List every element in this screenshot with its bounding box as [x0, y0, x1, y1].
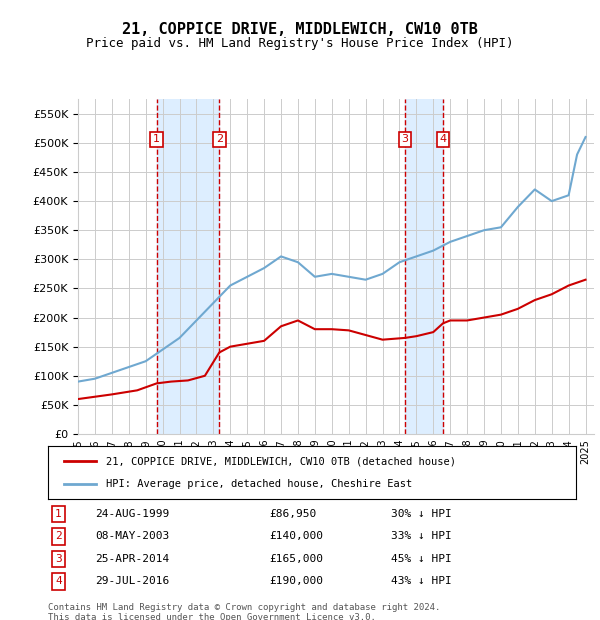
Text: 33% ↓ HPI: 33% ↓ HPI: [391, 531, 452, 541]
Text: This data is licensed under the Open Government Licence v3.0.: This data is licensed under the Open Gov…: [48, 613, 376, 620]
Text: 43% ↓ HPI: 43% ↓ HPI: [391, 577, 452, 587]
Text: 4: 4: [439, 135, 446, 144]
Text: HPI: Average price, detached house, Cheshire East: HPI: Average price, detached house, Ches…: [106, 479, 412, 489]
Text: 21, COPPICE DRIVE, MIDDLEWICH, CW10 0TB (detached house): 21, COPPICE DRIVE, MIDDLEWICH, CW10 0TB …: [106, 456, 456, 466]
Text: £165,000: £165,000: [270, 554, 324, 564]
Text: 1: 1: [55, 509, 62, 519]
Text: 21, COPPICE DRIVE, MIDDLEWICH, CW10 0TB: 21, COPPICE DRIVE, MIDDLEWICH, CW10 0TB: [122, 22, 478, 37]
Text: 3: 3: [401, 135, 409, 144]
Text: 2: 2: [55, 531, 62, 541]
Text: £86,950: £86,950: [270, 509, 317, 519]
Text: 45% ↓ HPI: 45% ↓ HPI: [391, 554, 452, 564]
Text: 25-APR-2014: 25-APR-2014: [95, 554, 170, 564]
Bar: [157, 99, 219, 434]
Text: Contains HM Land Registry data © Crown copyright and database right 2024.: Contains HM Land Registry data © Crown c…: [48, 603, 440, 612]
Text: 3: 3: [55, 554, 62, 564]
Text: 2: 2: [216, 135, 223, 144]
Text: 08-MAY-2003: 08-MAY-2003: [95, 531, 170, 541]
Text: 24-AUG-1999: 24-AUG-1999: [95, 509, 170, 519]
Text: 30% ↓ HPI: 30% ↓ HPI: [391, 509, 452, 519]
Bar: [405, 99, 443, 434]
Text: 29-JUL-2016: 29-JUL-2016: [95, 577, 170, 587]
Text: 4: 4: [55, 577, 62, 587]
Text: 1: 1: [153, 135, 160, 144]
Text: £140,000: £140,000: [270, 531, 324, 541]
Text: £190,000: £190,000: [270, 577, 324, 587]
Text: Price paid vs. HM Land Registry's House Price Index (HPI): Price paid vs. HM Land Registry's House …: [86, 37, 514, 50]
